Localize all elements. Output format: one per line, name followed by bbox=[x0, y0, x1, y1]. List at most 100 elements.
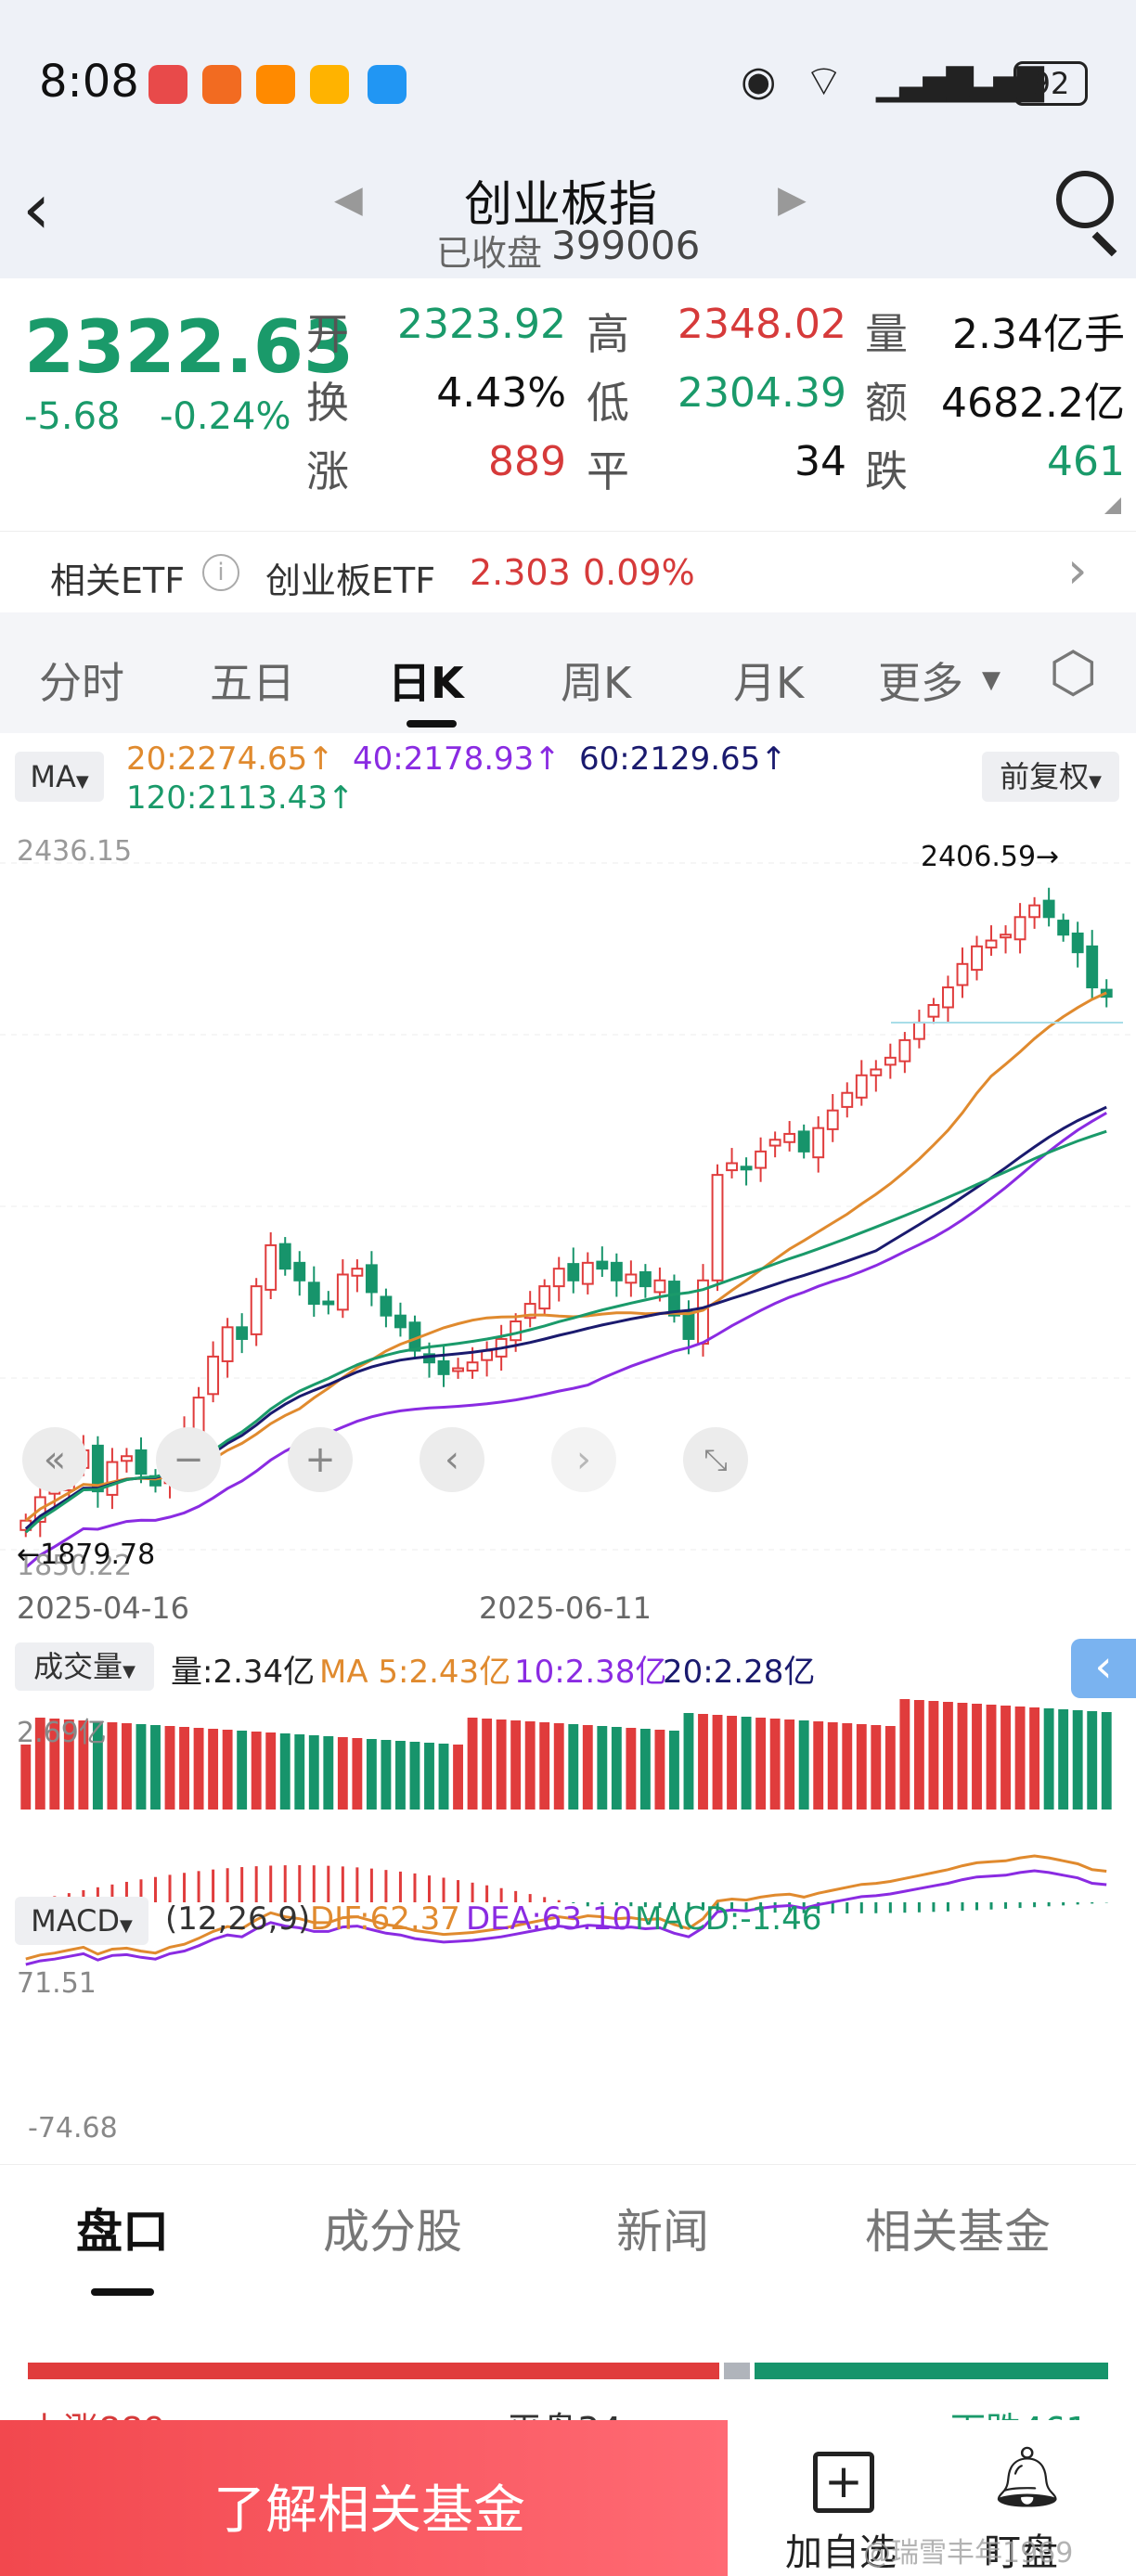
volume-bar bbox=[381, 1740, 392, 1810]
tab-daily-k[interactable]: 日K bbox=[388, 658, 464, 708]
volume-now: 量:2.34亿 bbox=[171, 1654, 316, 1691]
tab-weekly-k[interactable]: 周K bbox=[561, 658, 632, 708]
watermark-text: @瑞雪丰年1969 bbox=[863, 2537, 1074, 2570]
volume-bar bbox=[352, 1738, 363, 1810]
volume-selector[interactable]: 成交量▼ bbox=[15, 1642, 154, 1691]
candle-body bbox=[336, 1273, 349, 1311]
chart-tabs: 分时 五日 日K 周K 月K 更多 ▼ ⬡ bbox=[0, 612, 1136, 733]
tab-related-funds[interactable]: 相关基金 bbox=[865, 2205, 1051, 2259]
tab-monthly-k[interactable]: 月K bbox=[733, 658, 805, 708]
adjust-caret-icon: ▼ bbox=[1089, 772, 1102, 792]
huawei-icon bbox=[148, 65, 187, 104]
kline-chart-svg[interactable] bbox=[0, 826, 1136, 1967]
volume-bar bbox=[871, 1725, 882, 1810]
volume-bar bbox=[698, 1714, 708, 1810]
pan-left-button[interactable]: ‹ bbox=[420, 1427, 484, 1492]
volume-bar bbox=[107, 1722, 118, 1810]
candle-body bbox=[293, 1261, 306, 1282]
flat-label: 平 bbox=[587, 446, 629, 496]
tab-timeshare[interactable]: 分时 bbox=[39, 658, 124, 708]
turnover-value: 4.43% bbox=[436, 369, 566, 417]
add-watch-label[interactable]: 加自选 bbox=[785, 2531, 897, 2574]
volume-bar bbox=[856, 1724, 867, 1810]
collapse-panel-icon[interactable]: ‹ bbox=[1071, 1639, 1136, 1698]
ma-selector[interactable]: MA▼ bbox=[15, 752, 104, 802]
bottom-tabs bbox=[0, 2164, 1136, 2295]
etf-row[interactable]: 相关ETF i 创业板ETF 2.303 0.09% › bbox=[0, 531, 1136, 615]
adjust-selector[interactable]: 前复权▼ bbox=[982, 752, 1119, 802]
candle-body bbox=[1028, 904, 1041, 919]
candle-body bbox=[523, 1303, 536, 1320]
macd-selector[interactable]: MACD▼ bbox=[15, 1897, 148, 1945]
candle-body bbox=[538, 1285, 551, 1310]
settings-hex-icon[interactable]: ⬡ bbox=[1049, 640, 1098, 705]
pan-right-button[interactable]: › bbox=[551, 1427, 616, 1492]
tab-more[interactable]: 更多 bbox=[878, 658, 963, 708]
chart-area: MA▼ 20:2274.65↑ 40:2178.93↑ 60:2129.65↑ … bbox=[0, 733, 1136, 2162]
x-label-mid: 2025-06-11 bbox=[479, 1591, 652, 1626]
fullscreen-button[interactable]: ⤡ bbox=[683, 1427, 748, 1492]
rewind-button[interactable]: « bbox=[22, 1427, 87, 1492]
candle-body bbox=[322, 1300, 335, 1306]
learn-funds-button[interactable]: 了解相关基金 bbox=[0, 2420, 728, 2576]
candle-body bbox=[625, 1273, 638, 1284]
candle-body bbox=[942, 986, 954, 1009]
volume-bar bbox=[409, 1742, 420, 1810]
volume-bar bbox=[337, 1737, 348, 1810]
candle-body bbox=[207, 1355, 220, 1396]
prev-stock-icon[interactable]: ◀ bbox=[334, 178, 363, 221]
volume-value: 2.34亿手 bbox=[952, 311, 1125, 358]
candle-body bbox=[797, 1130, 810, 1153]
volume-bar bbox=[20, 1745, 32, 1810]
volume-bar bbox=[49, 1719, 60, 1810]
volume-bar bbox=[769, 1719, 781, 1810]
zoom-in-button[interactable]: + bbox=[288, 1427, 353, 1492]
candle-body bbox=[221, 1326, 234, 1362]
candle-body bbox=[639, 1270, 652, 1288]
learn-funds-label: 了解相关基金 bbox=[213, 2480, 525, 2541]
macd-params: (12,26,9) bbox=[165, 1900, 311, 1938]
down-label: 跌 bbox=[865, 446, 908, 496]
info-icon[interactable]: i bbox=[202, 554, 239, 591]
page-title: 创业板指 bbox=[464, 177, 658, 233]
search-icon[interactable] bbox=[1056, 171, 1114, 228]
candle-body bbox=[726, 1162, 738, 1172]
volume-bar bbox=[222, 1730, 233, 1810]
volume-bar bbox=[626, 1728, 637, 1810]
volume-bar bbox=[884, 1726, 896, 1810]
amount-value: 4682.2亿 bbox=[941, 380, 1125, 427]
last-price: 2322.63 bbox=[24, 306, 355, 390]
signal-icon: ▁▃▅▇ bbox=[876, 61, 974, 102]
add-watch-icon[interactable]: + bbox=[813, 2452, 874, 2513]
dropdown-caret-icon: ▼ bbox=[982, 666, 1000, 694]
next-stock-icon[interactable]: ▶ bbox=[778, 178, 807, 221]
etf-pct: 0.09% bbox=[583, 552, 695, 593]
candle-body bbox=[250, 1285, 263, 1335]
volume-bar bbox=[395, 1741, 406, 1810]
candle-body bbox=[812, 1127, 825, 1159]
candle-body bbox=[437, 1359, 450, 1375]
candle-body bbox=[307, 1282, 320, 1306]
vol-ma5: MA 5:2.43亿 bbox=[319, 1654, 511, 1691]
volume-bar bbox=[34, 1718, 45, 1810]
back-icon[interactable]: ‹ bbox=[22, 167, 51, 250]
volume-bar bbox=[913, 1700, 924, 1810]
quote-panel: 2322.63 -5.68 -0.24% 开 2323.92 高 2348.02… bbox=[0, 278, 1136, 529]
y-min-label: 1850.22 bbox=[17, 1550, 133, 1582]
tab-constituents[interactable]: 成分股 bbox=[323, 2205, 462, 2259]
volume-bar bbox=[842, 1723, 853, 1810]
bell-icon[interactable]: 🔔︎ bbox=[989, 2443, 1065, 2512]
chevron-right-icon[interactable]: › bbox=[1067, 541, 1088, 599]
ma40-value: 40:2178.93↑ bbox=[353, 741, 561, 778]
tab-news[interactable]: 新闻 bbox=[616, 2205, 709, 2259]
volume-bar bbox=[63, 1719, 74, 1810]
volume-bar bbox=[279, 1733, 290, 1810]
zoom-out-button[interactable]: − bbox=[156, 1427, 221, 1492]
volume-bar bbox=[294, 1734, 305, 1810]
expand-corner-icon[interactable] bbox=[1104, 497, 1121, 514]
y-max-label: 2436.15 bbox=[17, 835, 133, 868]
tab-five-day[interactable]: 五日 bbox=[210, 658, 295, 708]
candle-body bbox=[755, 1150, 768, 1169]
tab-order-book[interactable]: 盘口 bbox=[76, 2205, 169, 2259]
watch-label[interactable]: 盯盘 bbox=[984, 2531, 1058, 2574]
